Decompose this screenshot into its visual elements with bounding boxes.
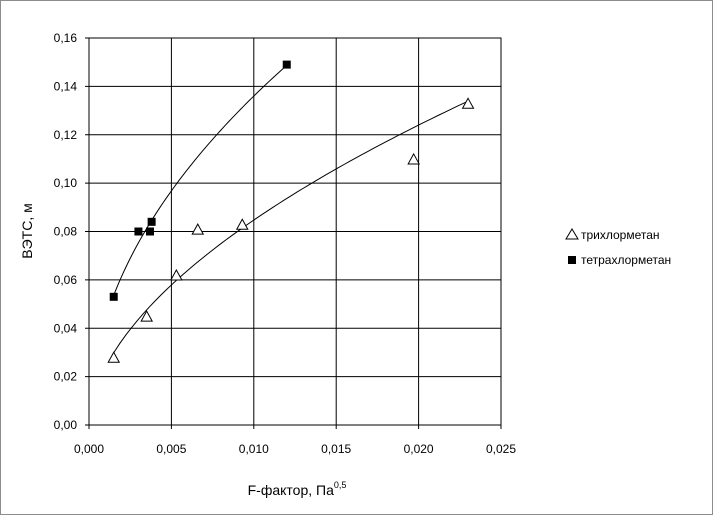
trendline-series-0 — [113, 100, 469, 354]
data-point-triangle — [107, 351, 121, 363]
data-point-square — [109, 292, 118, 301]
data-point-triangle — [461, 97, 475, 109]
x-axis-label-main: F-фактор, Па — [248, 482, 334, 498]
legend-item-trichloromethane: трихлорметан — [565, 228, 660, 242]
legend-item-tetrachloromethane: тетрахлорметан — [568, 253, 671, 267]
y-tick-label: 0,14 — [54, 79, 78, 93]
data-point-square — [134, 227, 143, 236]
y-tick-label: 0,06 — [54, 273, 78, 287]
x-tick-label: 0,000 — [74, 442, 104, 456]
gridlines — [85, 37, 502, 429]
data-point-triangle — [235, 218, 249, 230]
data-point-triangle — [407, 152, 421, 165]
y-tick-label: 0,00 — [54, 418, 78, 432]
y-tick-label: 0,04 — [54, 321, 78, 335]
y-tick-label: 0,10 — [54, 176, 78, 190]
trendline-series-1 — [113, 64, 288, 296]
legend: трихлорметан тетрахлорметан — [565, 228, 671, 267]
y-tick-labels: 0,00 0,02 0,04 0,06 0,08 0,10 0,12 0,14 0,16 — [54, 31, 78, 432]
legend-marker-filled-square — [568, 256, 576, 264]
data-point-square — [147, 217, 156, 226]
legend-label-tetrachloromethane: тетрахлорметан — [581, 253, 671, 267]
y-axis-label: ВЭТС, м — [19, 203, 35, 258]
x-tick-label: 0,020 — [404, 442, 434, 456]
x-tick-label: 0,005 — [156, 442, 186, 456]
x-tick-labels: 0,000 0,005 0,010 0,015 0,020 0,025 — [74, 442, 516, 456]
plot-area-border — [88, 37, 502, 426]
data-points — [107, 60, 475, 363]
legend-label-trichloromethane: трихлорметан — [581, 228, 660, 242]
x-tick-label: 0,010 — [239, 442, 269, 456]
y-tick-label: 0,02 — [54, 370, 78, 384]
data-point-triangle — [140, 310, 154, 322]
x-axis-label-superscript: 0,5 — [334, 480, 347, 490]
y-tick-label: 0,12 — [54, 128, 78, 142]
x-tick-label: 0,025 — [486, 442, 516, 456]
data-point-triangle — [169, 269, 183, 281]
data-point-square — [145, 227, 154, 236]
y-tick-label: 0,16 — [54, 31, 78, 45]
y-tick-label: 0,08 — [54, 225, 78, 239]
x-tick-label: 0,015 — [321, 442, 351, 456]
data-point-triangle — [191, 223, 205, 235]
legend-marker-open-triangle — [565, 228, 579, 240]
data-point-square — [282, 60, 291, 69]
x-axis-label: F-фактор, Па0,5 — [248, 480, 347, 498]
trendlines — [113, 64, 469, 354]
